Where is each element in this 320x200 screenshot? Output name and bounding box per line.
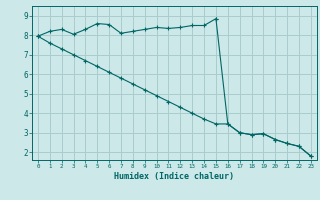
- X-axis label: Humidex (Indice chaleur): Humidex (Indice chaleur): [115, 172, 234, 181]
